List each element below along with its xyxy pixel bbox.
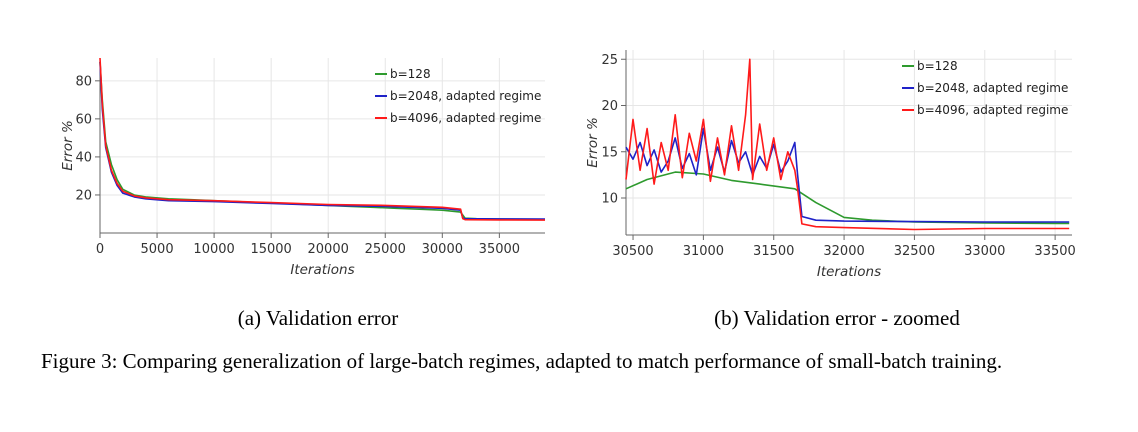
series-line-1 (625, 171, 1070, 225)
y-axis-label: Error % (60, 120, 76, 171)
chart-validation-error-zoomed: 30500 31000 31500 32000 32500 33000 33500 10 15 2… (585, 50, 1076, 280)
legend-label: b=2048, adapted regime (390, 89, 541, 103)
y-tick-label: 40 (75, 150, 92, 165)
x-axis-label: Iterations (290, 262, 354, 278)
figure-caption: Figure 3: Comparing generalization of la… (41, 349, 1003, 373)
y-tick-label: 25 (601, 53, 618, 68)
legend-label: b=128 (390, 67, 431, 81)
x-axis-label: Iterations (817, 264, 881, 280)
x-tick-label: 31000 (683, 244, 724, 259)
x-tick-label: 25000 (365, 242, 406, 257)
chart-validation-error: 0 5000 10000 15000 20000 25000 30000 35000 20 40 6… (60, 57, 546, 278)
x-tick-label: 32000 (823, 244, 864, 259)
legend-label: b=2048, adapted regime (917, 81, 1068, 95)
y-tick-label: 80 (75, 74, 92, 89)
panel-b-caption: (b) Validation error - zoomed (714, 306, 960, 330)
y-tick-label: 60 (75, 112, 92, 127)
legend-label: b=4096, adapted regime (917, 103, 1068, 117)
plot-area (100, 58, 545, 233)
panel-a-caption: (a) Validation error (237, 306, 399, 330)
legend-label: b=4096, adapted regime (390, 111, 541, 125)
x-tick-label: 35000 (479, 242, 520, 257)
plot-area (626, 50, 1072, 235)
x-tick-label: 33000 (964, 244, 1005, 259)
y-tick-label: 15 (601, 145, 618, 160)
series-line-3 (99, 57, 546, 221)
x-tick-label: 31500 (753, 244, 794, 259)
y-axis-label: Error % (585, 117, 601, 168)
x-tick-label: 33500 (1034, 244, 1075, 259)
x-tick-label: 10000 (193, 242, 234, 257)
x-tick-label: 5000 (141, 242, 174, 257)
x-tick-label: 30000 (422, 242, 463, 257)
x-tick-label: 30500 (612, 244, 653, 259)
y-tick-label: 10 (601, 192, 618, 207)
x-tick-label: 32500 (894, 244, 935, 259)
legend-label: b=128 (917, 59, 958, 73)
y-tick-label: 20 (601, 99, 618, 114)
x-tick-label: 0 (96, 242, 104, 257)
x-tick-label: 15000 (250, 242, 291, 257)
x-tick-label: 20000 (308, 242, 349, 257)
series-line-3 (625, 58, 1070, 231)
y-tick-label: 20 (75, 188, 92, 203)
